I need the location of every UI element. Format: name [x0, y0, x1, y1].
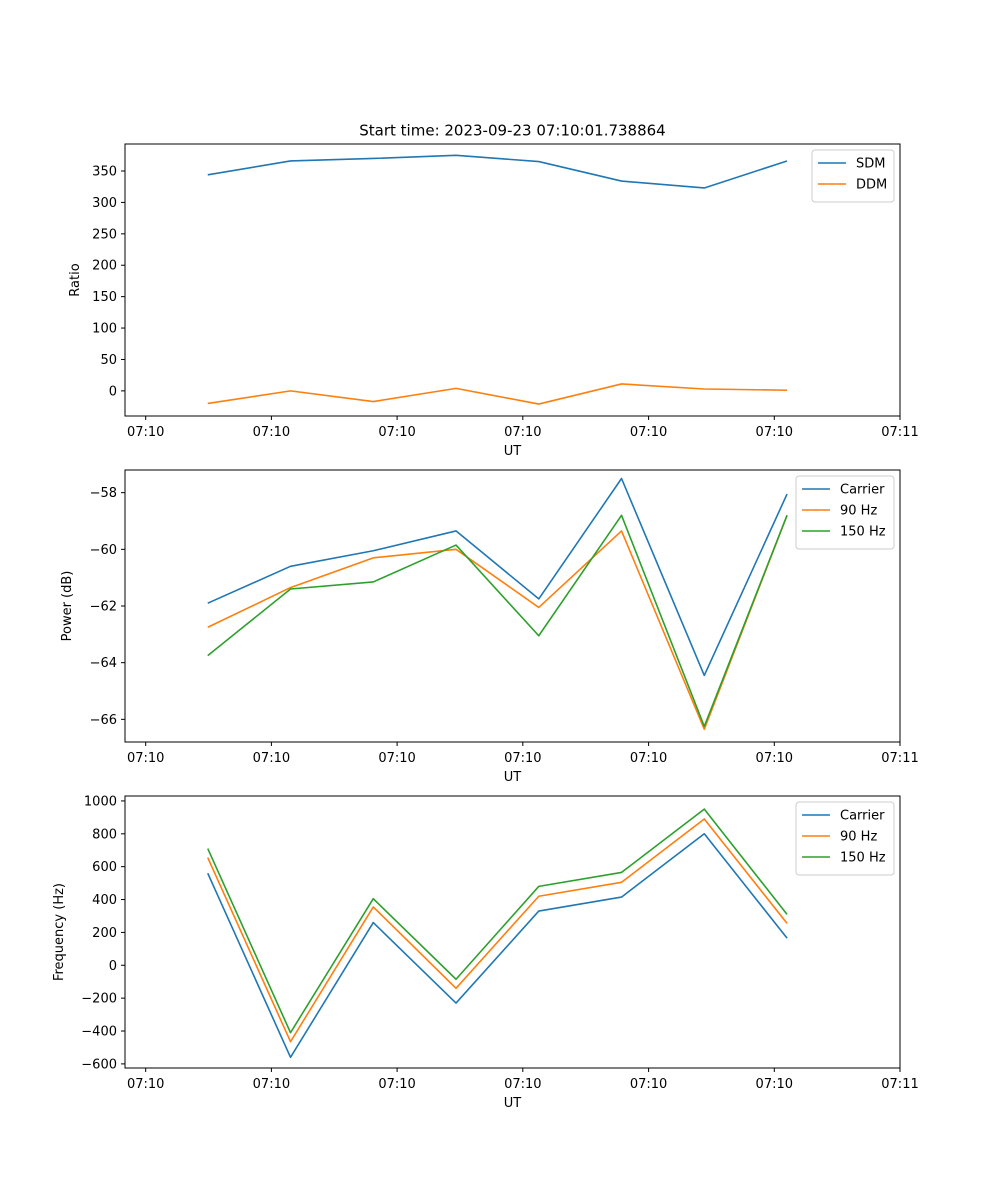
- power-y-tick-label: −62: [90, 600, 117, 615]
- power-x-axis-label: UT: [504, 770, 522, 785]
- power-series-carrier-line: [207, 477, 788, 677]
- frequency-x-tick-label: 07:10: [630, 1077, 667, 1092]
- ratio-panel: 07:10 07:10 07:10 07:10 07:10 07:10 07:11 0 50 10…: [68, 143, 919, 459]
- frequency-y-tick-label: 800: [92, 827, 117, 842]
- power-y-tick-label: −64: [90, 656, 117, 671]
- power-y-tick-label: −66: [90, 713, 117, 728]
- ratio-x-tick-label: 07:10: [630, 425, 667, 440]
- ratio-x-axis-label: UT: [504, 444, 522, 459]
- power-y-axis-label: Power (dB): [60, 571, 75, 642]
- power-x-tick-label: 07:11: [881, 751, 918, 766]
- frequency-legend-label: 90 Hz: [840, 830, 877, 845]
- power-y-tick-label: −58: [90, 486, 117, 501]
- frequency-y-tick-label: −600: [81, 1057, 117, 1072]
- frequency-x-tick-label: 07:11: [881, 1077, 918, 1092]
- ratio-y-tick-label: 250: [92, 227, 117, 242]
- power-legend-label: 150 Hz: [840, 525, 886, 540]
- frequency-y-tick-label: 200: [92, 926, 117, 941]
- power-legend-label: 90 Hz: [840, 504, 877, 519]
- ratio-x-tick-label: 07:10: [378, 425, 415, 440]
- ratio-x-tick-label: 07:10: [504, 425, 541, 440]
- ratio-y-tick-label: 150: [92, 290, 117, 305]
- frequency-series-150-hz-line: [207, 808, 788, 1034]
- ratio-y-tick-label: 200: [92, 259, 117, 274]
- power-y-tick-label: −60: [90, 543, 117, 558]
- frequency-y-tick-label: −400: [81, 1025, 117, 1040]
- power-legend-label: Carrier: [840, 483, 885, 498]
- power-series-150-hz-line: [207, 514, 788, 728]
- power-x-tick-label: 07:10: [253, 751, 290, 766]
- frequency-x-tick-label: 07:10: [504, 1077, 541, 1092]
- frequency-legend: Carrier 90 Hz 150 Hz: [795, 801, 895, 876]
- frequency-legend-label: 150 Hz: [840, 851, 886, 866]
- frequency-series-90-hz-line: [207, 818, 788, 1043]
- ratio-y-axis-label: Ratio: [68, 263, 83, 296]
- ratio-legend-label: DDM: [856, 178, 887, 193]
- frequency-y-tick-label: 1000: [84, 794, 117, 809]
- ratio-y-tick-label: 300: [92, 196, 117, 211]
- ratio-x-tick-label: 07:10: [756, 425, 793, 440]
- frequency-y-tick-label: −200: [81, 992, 117, 1007]
- ratio-y-tick-label: 0: [109, 384, 117, 399]
- power-legend: Carrier 90 Hz 150 Hz: [795, 475, 895, 550]
- frequency-y-tick-label: 600: [92, 860, 117, 875]
- ratio-axes-frame: [124, 143, 901, 417]
- frequency-x-tick-label: 07:10: [756, 1077, 793, 1092]
- power-x-tick-label: 07:10: [630, 751, 667, 766]
- power-x-tick-label: 07:10: [378, 751, 415, 766]
- power-series-90-hz-line: [207, 515, 788, 731]
- ratio-series-sdm-line: [207, 154, 788, 189]
- frequency-x-axis-label: UT: [504, 1096, 522, 1111]
- frequency-series-carrier-line: [207, 832, 788, 1059]
- power-panel: 07:10 07:10 07:10 07:10 07:10 07:10 07:11 −66 −6…: [60, 469, 919, 785]
- frequency-panel: 07:10 07:10 07:10 07:10 07:10 07:10 07:11 −600 −…: [52, 794, 919, 1111]
- power-x-tick-label: 07:10: [504, 751, 541, 766]
- frequency-x-tick-label: 07:10: [253, 1077, 290, 1092]
- ratio-x-tick-label: 07:10: [127, 425, 164, 440]
- frequency-legend-label: Carrier: [840, 809, 885, 824]
- frequency-x-tick-label: 07:10: [127, 1077, 164, 1092]
- frequency-x-tick-label: 07:10: [378, 1077, 415, 1092]
- ratio-legend: SDM DDM: [811, 149, 895, 203]
- power-x-tick-label: 07:10: [127, 751, 164, 766]
- ratio-x-tick-label: 07:10: [253, 425, 290, 440]
- ratio-x-tick-label: 07:11: [881, 425, 918, 440]
- ratio-series-ddm-line: [207, 383, 788, 405]
- figure-title: Start time: 2023-09-23 07:10:01.738864: [359, 122, 665, 140]
- frequency-y-axis-label: Frequency (Hz): [52, 883, 67, 981]
- ratio-y-tick-label: 100: [92, 322, 117, 337]
- ratio-y-tick-label: 350: [92, 165, 117, 180]
- frequency-y-tick-label: 400: [92, 893, 117, 908]
- frequency-y-tick-label: 0: [109, 959, 117, 974]
- ratio-y-tick-label: 50: [100, 353, 117, 368]
- ratio-legend-label: SDM: [856, 157, 885, 172]
- power-x-tick-label: 07:10: [756, 751, 793, 766]
